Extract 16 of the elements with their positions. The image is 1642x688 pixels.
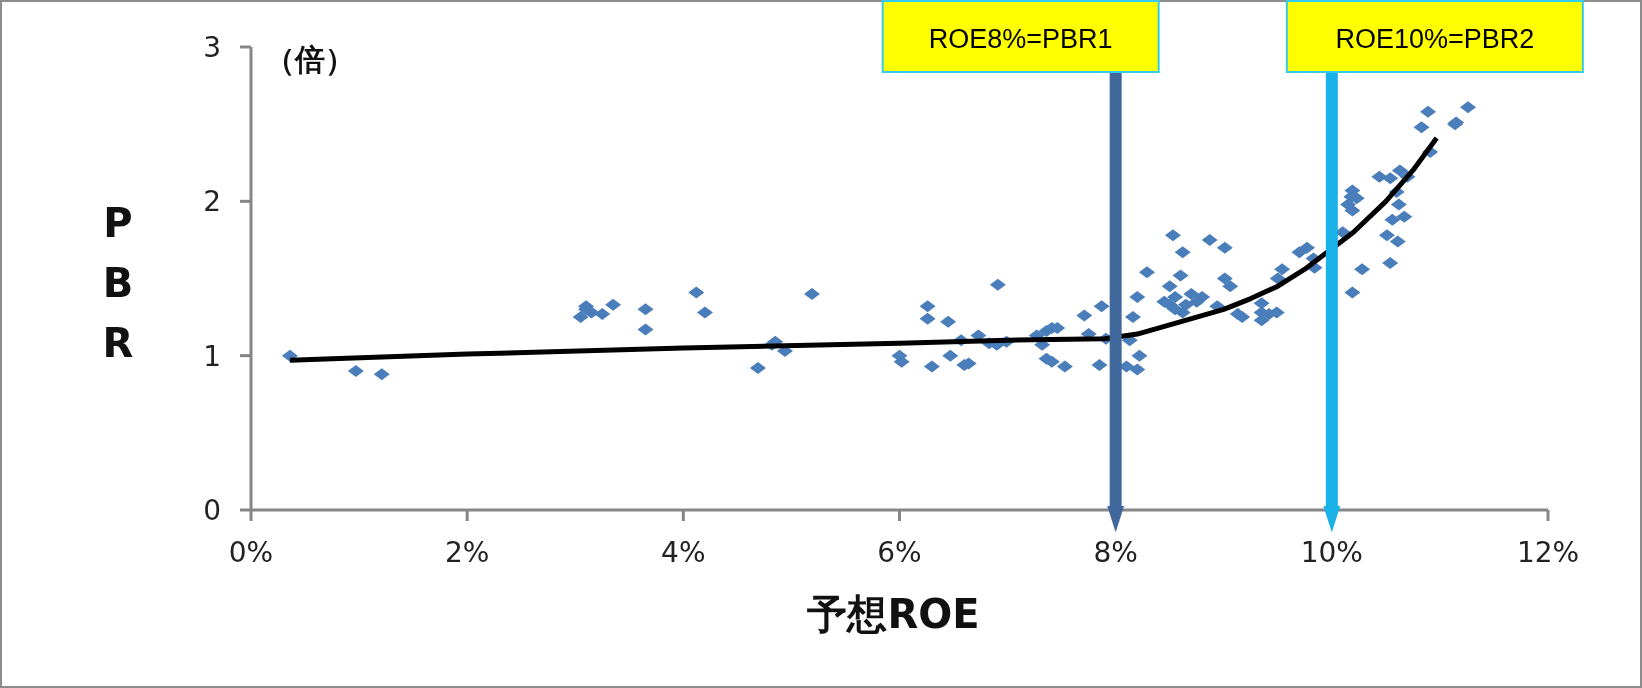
x-tick-label: 2% [444,536,490,569]
x-axis-title: 予想ROE [806,591,980,637]
x-tick-label: 8% [1093,536,1138,569]
y-tick-label: 2 [203,185,221,219]
y-tick-label: 1 [203,339,221,373]
annotation: （倍） [265,42,355,77]
x-tick-label: 6% [877,536,922,569]
ref-line-label: ROE10%=PBR2 [1335,24,1535,54]
y-tick-label: 3 [203,31,221,64]
x-tick-label: 0% [228,536,274,569]
x-tick-label: 12% [1516,536,1580,569]
y-axis-title: PBR [95,200,141,380]
ref-line-label: ROE8%=PBR1 [928,24,1113,54]
x-tick-label: 10% [1300,536,1363,569]
x-tick-label: 4% [661,536,706,569]
y-tick-label: 0 [203,494,221,527]
